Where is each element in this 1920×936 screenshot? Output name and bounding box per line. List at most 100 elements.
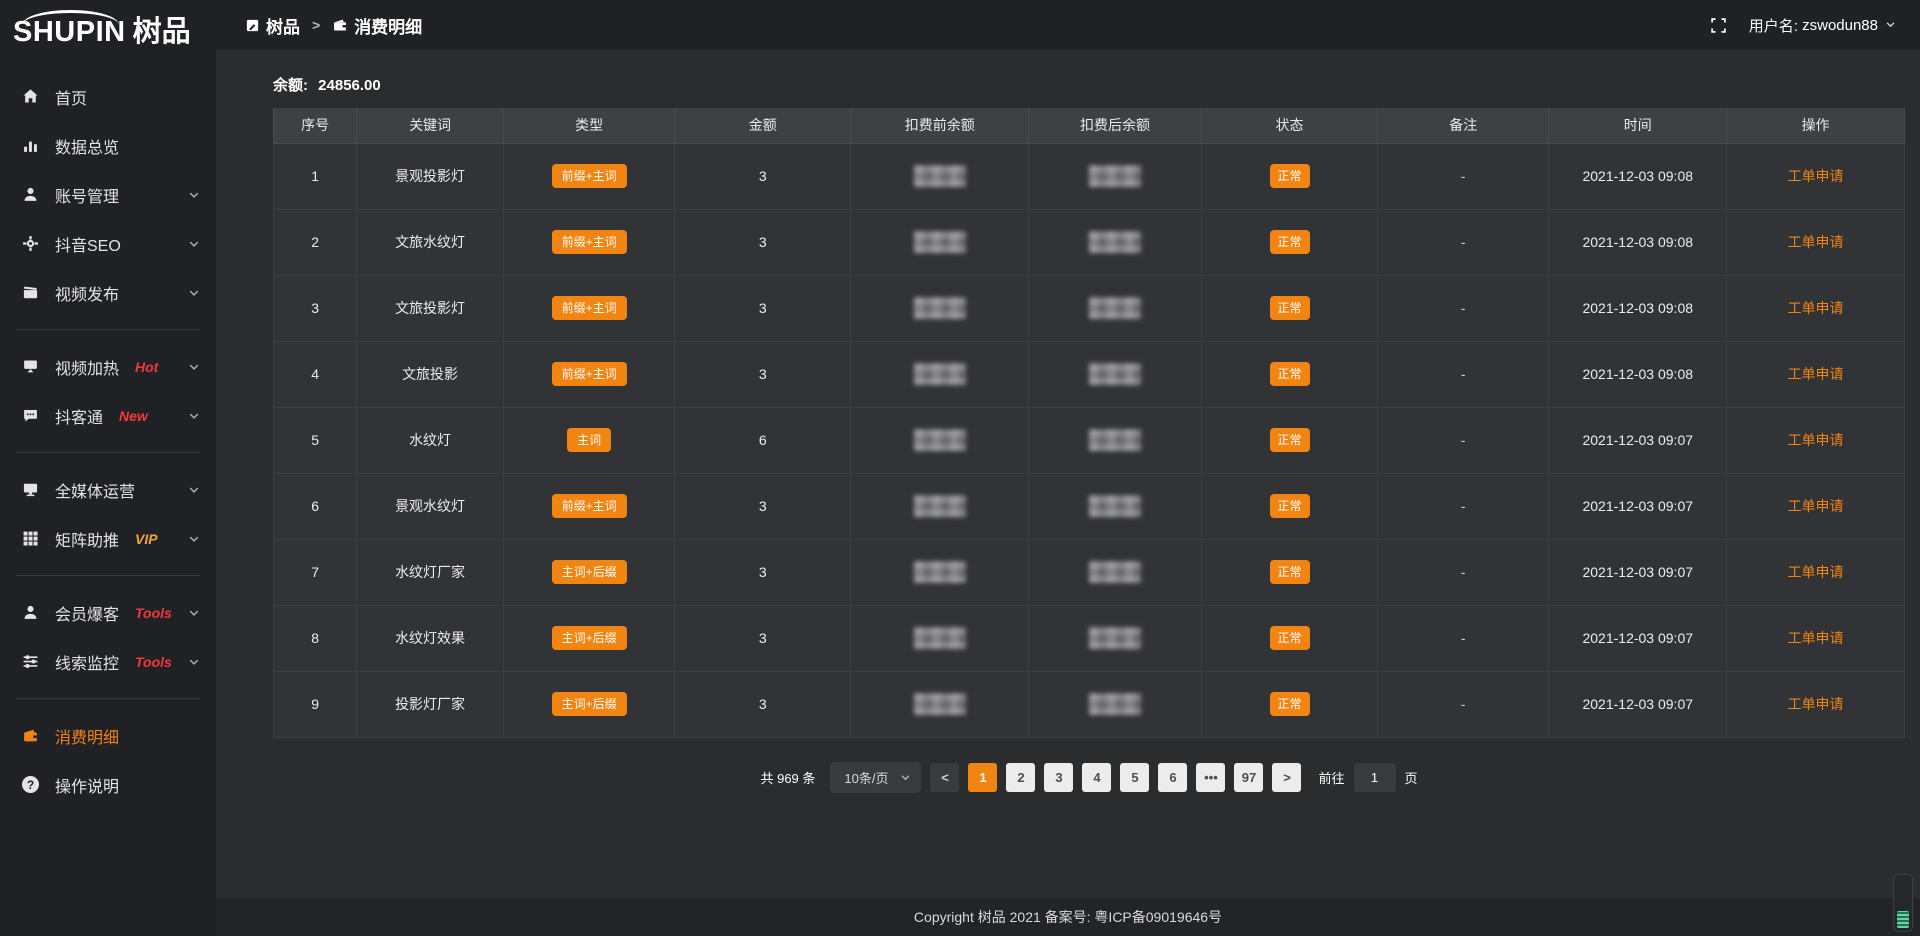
topbar: 树品 > 消费明细 用户名: zswodun88 xyxy=(216,0,1920,50)
redacted-value xyxy=(1089,561,1142,583)
redacted-value xyxy=(1089,693,1142,715)
status-badge: 正常 xyxy=(1269,230,1310,254)
ticket-apply-link[interactable]: 工单申请 xyxy=(1787,696,1844,712)
cell-time: 2021-12-03 09:07 xyxy=(1548,670,1728,738)
cell-balance-after xyxy=(1028,142,1202,210)
wallet-icon xyxy=(332,17,348,33)
table-row: 5 水纹灯 主词 6 正常 -2021-12-03 09:07 工单申请 xyxy=(272,406,1905,474)
gear-icon xyxy=(23,236,38,251)
sidebar-item-question[interactable]: ? 操作说明 xyxy=(0,760,216,809)
cell-status: 正常 xyxy=(1200,142,1379,210)
sidebar-item-sliders[interactable]: 线索监控 Tools xyxy=(0,637,216,686)
sidebar-item-label: 抖客通 xyxy=(55,409,104,427)
status-badge: 正常 xyxy=(1269,626,1310,650)
page-button-97[interactable]: 97 xyxy=(1234,762,1264,792)
sidebar-item-bar-chart[interactable]: 数据总览 xyxy=(0,121,216,170)
table-row: 4 文旅投影 前缀+主词 3 正常 -2021-12-03 09:08 工单申请 xyxy=(272,340,1905,408)
table-wrap: 序号 关键词 类型 金额 扣费前余额 扣费后余额 状态 备注 时间 操作 1 景观投影灯 前缀+主词 3… xyxy=(272,108,1905,738)
table-row: 9 投影灯厂家 主词+后缀 3 正常 -2021-12-03 09:07 工单申请 xyxy=(272,670,1905,738)
breadcrumb-item-current[interactable]: 消费明细 xyxy=(332,13,422,38)
cell-action: 工单申请 xyxy=(1726,208,1905,276)
cell-amount: 3 xyxy=(674,670,852,738)
cell-index: 1 xyxy=(272,142,358,210)
cell-action: 工单申请 xyxy=(1726,142,1905,210)
redacted-value xyxy=(913,429,966,451)
cell-type: 主词 xyxy=(502,406,676,474)
ticket-apply-link[interactable]: 工单申请 xyxy=(1787,234,1844,250)
ticket-apply-link[interactable]: 工单申请 xyxy=(1787,498,1844,514)
cell-time: 2021-12-03 09:07 xyxy=(1548,604,1728,672)
next-page-button[interactable]: > xyxy=(1272,762,1302,792)
chevron-down-icon xyxy=(1885,17,1896,34)
page-button-3[interactable]: 3 xyxy=(1044,762,1074,792)
ticket-apply-link[interactable]: 工单申请 xyxy=(1787,564,1844,580)
breadcrumb-item-home[interactable]: 树品 xyxy=(245,13,300,38)
sidebar-item-chat[interactable]: 抖客通 New xyxy=(0,391,216,440)
ticket-apply-link[interactable]: 工单申请 xyxy=(1787,432,1844,448)
cell-note: - xyxy=(1377,142,1550,210)
page-button-5[interactable]: 5 xyxy=(1120,762,1150,792)
video-icon xyxy=(23,286,38,299)
sidebar-item-wallet[interactable]: 消费明细 xyxy=(0,711,216,760)
ticket-apply-link[interactable]: 工单申请 xyxy=(1787,366,1844,382)
sidebar-item-member[interactable]: 会员爆客 Tools xyxy=(0,588,216,637)
cell-keyword: 水纹灯 xyxy=(356,406,504,474)
page-ellipsis-button[interactable]: ••• xyxy=(1196,762,1226,792)
sidebar-item-monitor[interactable]: 全媒体运营 xyxy=(0,465,216,514)
cell-note: - xyxy=(1377,274,1550,342)
sidebar-item-label: 全媒体运营 xyxy=(55,483,136,501)
ticket-apply-link[interactable]: 工单申请 xyxy=(1787,300,1844,316)
goto-page: 前往 页 xyxy=(1318,762,1418,792)
cell-amount: 3 xyxy=(674,604,852,672)
column-header: 备注 xyxy=(1377,108,1550,144)
column-header: 扣费后余额 xyxy=(1028,108,1202,144)
page-button-2[interactable]: 2 xyxy=(1006,762,1036,792)
balance-value: 24856.00 xyxy=(318,77,381,94)
breadcrumb-label: 树品 xyxy=(266,17,300,37)
cell-balance-before xyxy=(850,538,1030,606)
sidebar-item-user[interactable]: 账号管理 xyxy=(0,170,216,219)
cell-time: 2021-12-03 09:08 xyxy=(1548,340,1728,408)
prev-page-button[interactable]: < xyxy=(930,762,960,792)
username-value: zswodun88 xyxy=(1802,16,1878,34)
balance: 余额: 24856.00 xyxy=(273,74,1905,95)
logo[interactable]: SHUPIN 树品 xyxy=(0,0,216,64)
cell-status: 正常 xyxy=(1200,472,1379,540)
user-dropdown[interactable]: 用户名: zswodun88 xyxy=(1749,15,1896,36)
page-button-6[interactable]: 6 xyxy=(1158,762,1188,792)
redacted-value xyxy=(1089,297,1142,319)
cell-balance-before xyxy=(850,406,1030,474)
sidebar-item-video[interactable]: 视频发布 xyxy=(0,268,216,317)
cell-status: 正常 xyxy=(1200,604,1379,672)
cell-keyword: 文旅投影灯 xyxy=(356,274,504,342)
sidebar-item-grid[interactable]: 矩阵助推 VIP xyxy=(0,514,216,563)
goto-page-input[interactable] xyxy=(1353,762,1396,792)
redacted-value xyxy=(913,297,966,319)
cell-action: 工单申请 xyxy=(1726,340,1905,408)
chevron-down-icon xyxy=(188,238,200,250)
member-icon xyxy=(24,605,37,619)
status-badge: 正常 xyxy=(1269,362,1310,386)
type-badge: 前缀+主词 xyxy=(551,362,627,386)
type-badge: 主词+后缀 xyxy=(551,692,627,716)
cell-keyword: 投影灯厂家 xyxy=(356,670,504,738)
page-size-select[interactable]: 10条/页 xyxy=(830,761,922,793)
scrollbar-widget[interactable] xyxy=(1893,874,1913,932)
logo-latin-text: SHUPIN xyxy=(13,9,126,48)
fullscreen-icon[interactable] xyxy=(1710,17,1727,34)
redacted-value xyxy=(913,363,966,385)
cell-balance-after xyxy=(1028,472,1202,540)
cell-balance-before xyxy=(850,604,1030,672)
chevron-down-icon xyxy=(188,287,200,299)
cell-note: - xyxy=(1377,472,1550,540)
logo-cjk-text: 树品 xyxy=(132,15,191,48)
ticket-apply-link[interactable]: 工单申请 xyxy=(1787,630,1844,646)
page-button-4[interactable]: 4 xyxy=(1082,762,1112,792)
sidebar-item-gear[interactable]: 抖音SEO xyxy=(0,219,216,268)
sidebar-item-home[interactable]: 首页 xyxy=(0,72,216,121)
ticket-apply-link[interactable]: 工单申请 xyxy=(1787,168,1844,184)
sidebar-item-tag: Tools xyxy=(135,653,172,670)
page-button-1[interactable]: 1 xyxy=(968,762,998,792)
sidebar-item-heat[interactable]: 视频加热 Hot xyxy=(0,342,216,391)
